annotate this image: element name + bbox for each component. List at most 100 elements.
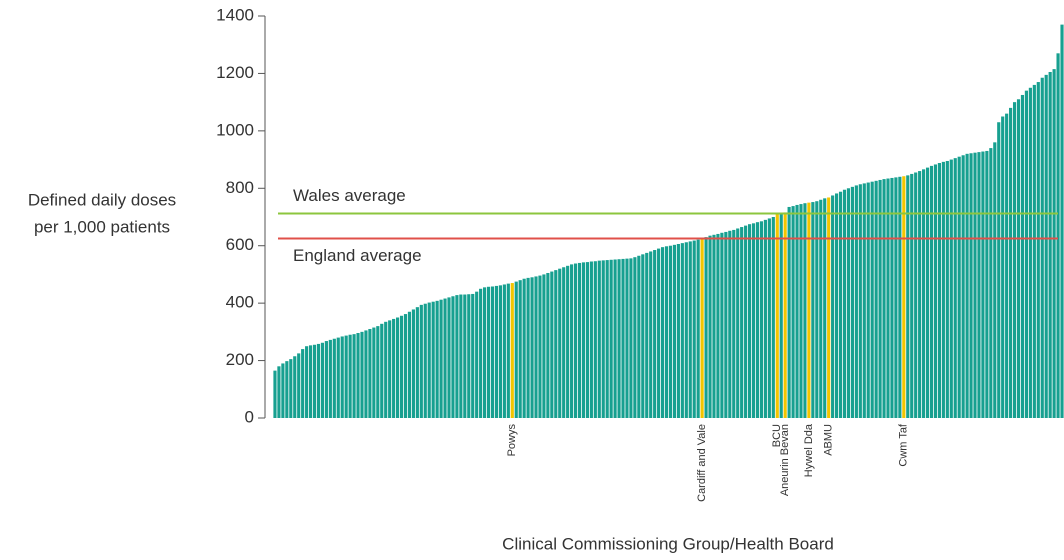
bar (490, 286, 495, 418)
bar (787, 206, 791, 418)
y-axis-label: per 1,000 patients (34, 217, 170, 236)
bar (1020, 94, 1025, 418)
bar (423, 303, 427, 418)
bar (506, 283, 510, 418)
bar (815, 201, 819, 418)
x-tick-label: Aneurin Bevan (779, 424, 791, 496)
bar (969, 153, 973, 419)
bar (803, 203, 807, 418)
bar (526, 277, 530, 418)
bar (562, 267, 566, 418)
bar (929, 165, 934, 418)
bar (372, 327, 376, 418)
y-tick-label: 1000 (216, 120, 254, 139)
bar (538, 275, 542, 418)
bar (823, 198, 827, 418)
bar (486, 286, 491, 418)
bar (573, 263, 578, 418)
bar (597, 260, 601, 418)
bar (759, 221, 764, 418)
bar (308, 345, 313, 418)
y-tick-label: 600 (226, 235, 254, 254)
bar (447, 297, 451, 418)
bar (1012, 102, 1017, 419)
bar (862, 183, 866, 418)
bar (617, 259, 621, 418)
bar (293, 356, 297, 418)
bar (882, 179, 886, 418)
bar (415, 307, 419, 418)
bar (676, 243, 680, 418)
bar (890, 177, 894, 418)
bar (807, 202, 811, 418)
bar (906, 175, 910, 418)
bar (1052, 69, 1056, 418)
bar (795, 204, 799, 418)
bar (277, 366, 281, 418)
bar (914, 172, 918, 418)
bar (407, 311, 412, 418)
bar (593, 261, 597, 418)
bar (953, 158, 957, 418)
bar (514, 281, 518, 418)
bar (696, 239, 700, 418)
bar (957, 156, 961, 418)
bar (700, 238, 704, 418)
bar (530, 277, 534, 418)
bar (463, 294, 467, 418)
bar (937, 163, 941, 418)
bar (443, 298, 447, 418)
bar (1040, 77, 1044, 418)
bar (431, 301, 435, 418)
bar (336, 337, 340, 418)
bar (680, 243, 684, 418)
y-tick-label: 0 (245, 407, 254, 426)
bar (854, 185, 858, 418)
bar (763, 219, 767, 418)
bar (941, 161, 945, 418)
bar (850, 186, 854, 418)
bar (949, 159, 953, 419)
bar (1005, 113, 1009, 418)
bar (380, 323, 384, 418)
bar (589, 261, 593, 418)
bar (918, 171, 922, 418)
bar (332, 338, 336, 418)
bar (376, 326, 380, 418)
bar (1024, 90, 1029, 419)
bar (435, 300, 439, 418)
bar (728, 230, 732, 418)
bar (783, 212, 787, 418)
bar (922, 169, 926, 418)
bar (736, 228, 740, 418)
bar (985, 150, 989, 418)
bar (328, 339, 332, 418)
bar (439, 299, 443, 418)
bar (1009, 107, 1013, 418)
bar (997, 122, 1001, 418)
bar (961, 155, 965, 418)
bar (550, 271, 554, 418)
bar (360, 331, 364, 418)
bar (494, 285, 499, 418)
bar (747, 224, 752, 418)
bar (819, 199, 823, 418)
bar (1036, 82, 1040, 419)
bar (483, 287, 487, 418)
bar (838, 191, 843, 418)
bar (973, 152, 977, 418)
bar (558, 268, 562, 418)
bar (581, 262, 586, 418)
bar (894, 177, 898, 418)
bar (479, 288, 483, 418)
bar (605, 260, 609, 418)
bar (1032, 84, 1036, 419)
bar (399, 315, 404, 418)
bar (755, 222, 760, 418)
bar (945, 161, 949, 418)
bar (1044, 74, 1048, 418)
y-tick-label: 1400 (216, 5, 254, 24)
bar (289, 359, 293, 418)
x-tick-label: BCU (771, 424, 783, 447)
bar (1001, 116, 1005, 418)
